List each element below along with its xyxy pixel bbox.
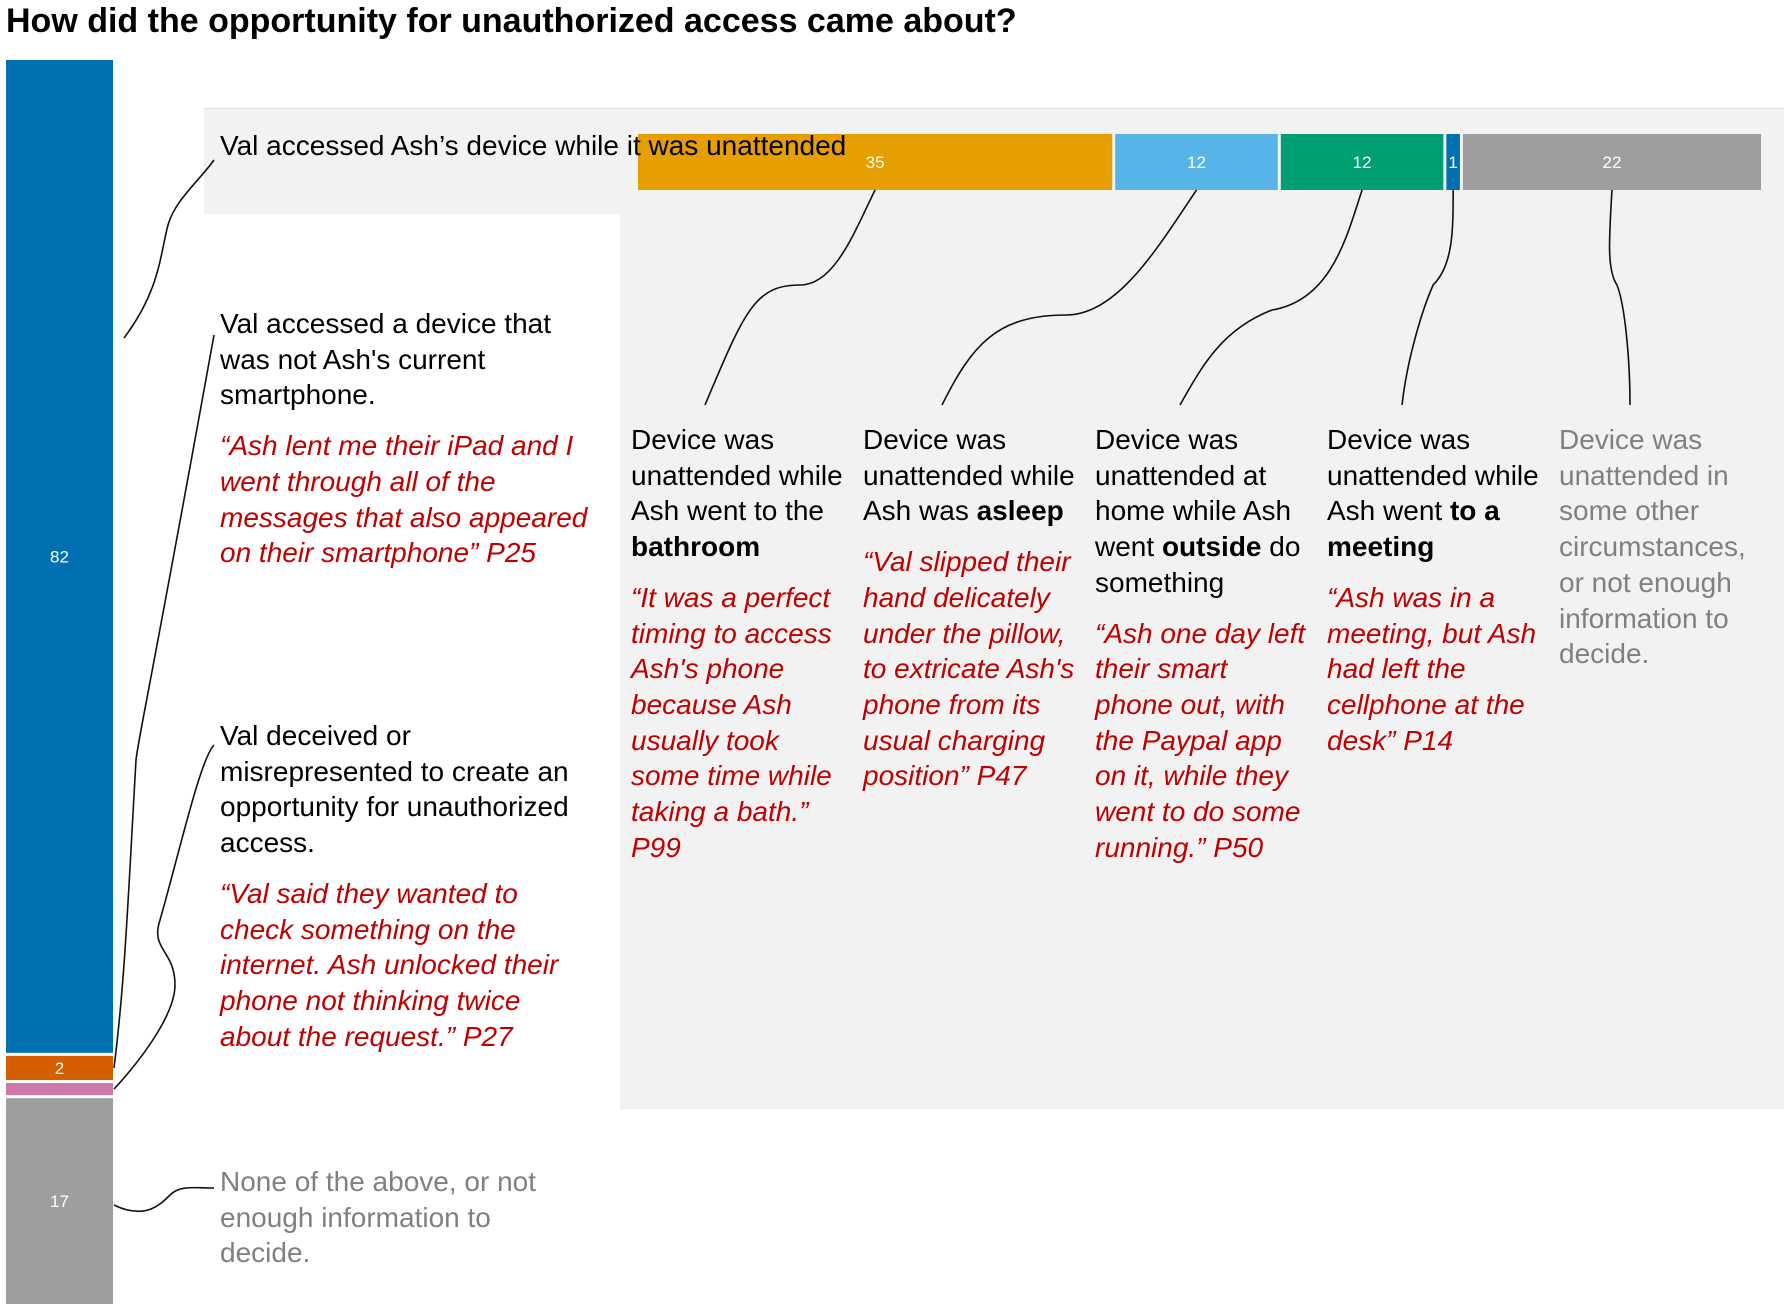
subcategory-asleep-bold: asleep [976, 495, 1064, 527]
vertical-bar-segment-3 [6, 1098, 113, 1304]
subcategory-outside-post: do something [1095, 531, 1301, 598]
subcategory-asleep: Device was unattended while Ash was asle… [863, 422, 1078, 794]
horizontal-bar-label-1: 12 [1187, 153, 1206, 172]
subcategory-meeting: Device was unattended while Ash went to … [1327, 422, 1542, 758]
category-connector-3 [113, 1186, 215, 1213]
horizontal-bar-label-0: 35 [866, 153, 885, 172]
chart-title: How did the opportunity for unauthorized… [6, 2, 1017, 40]
subcategory-bathroom-bold: bathroom [631, 531, 761, 563]
subcategory-bathroom-pre: Device was unattended while Ash went to … [631, 424, 843, 527]
vertical-bar-segment-0 [6, 60, 113, 1053]
category-label-unattended: Val accessed Ash’s device while it was u… [220, 130, 847, 161]
horizontal-bar-segment-4 [1462, 134, 1761, 190]
horizontal-bar-label-2: 12 [1353, 153, 1372, 172]
vertical-bar-label-0: 82 [50, 547, 69, 566]
subcategory-asleep-pre: Device was unattended while Ash was [863, 424, 1075, 527]
category-connector-2 [113, 744, 215, 1090]
subcategory-outside-pre: Device was unattended at home while Ash … [1095, 424, 1292, 563]
vertical-bar-segment-2 [6, 1083, 113, 1096]
horizontal-bar-segment-0 [638, 134, 1113, 190]
subcategory-connector-1 [941, 189, 1198, 406]
subcategory-other: Device was unattended in some other circ… [1559, 424, 1746, 670]
subcategory-meeting-bold: to a meeting [1327, 495, 1500, 563]
category-connector-0 [123, 159, 215, 339]
horizontal-bar-segment-3 [1446, 134, 1460, 190]
subcategory-connector-3 [1401, 189, 1454, 406]
horizontal-bar-segment-2 [1280, 134, 1444, 190]
vertical-bar-label-1: 2 [55, 1059, 64, 1078]
subcategory-outside-bold: outside [1161, 531, 1262, 563]
quote-p14: “Ash was in a meeting, but Ash had left … [1327, 581, 1537, 756]
quote-p27: “Val said they wanted to check something… [220, 877, 559, 1052]
subcategory-connector-0 [704, 189, 876, 406]
quote-p47: “Val slipped their hand delicately under… [863, 546, 1075, 792]
category-label-deceived-text: Val deceived or misrepresented to create… [220, 720, 569, 859]
category-label-deceived: Val deceived or misrepresented to create… [220, 718, 595, 1054]
category-label-none: None of the above, or not enough informa… [220, 1166, 536, 1269]
vertical-bar-segment-1 [6, 1055, 113, 1081]
horizontal-bar-label-4: 22 [1603, 153, 1622, 172]
panel-cutout [204, 214, 620, 1114]
category-connector-1 [113, 334, 215, 1069]
subcategory-outside: Device was unattended at home while Ash … [1095, 422, 1310, 865]
subcategory-connector-4 [1608, 189, 1631, 406]
horizontal-bar-segment-1 [1115, 134, 1278, 190]
subcategory-bathroom: Device was unattended while Ash went to … [631, 422, 846, 865]
vertical-bar-label-3: 17 [50, 1192, 69, 1211]
horizontal-bar-label-3: 1 [1448, 153, 1457, 172]
category-label-other-device: Val accessed a device that was not Ash's… [220, 306, 600, 571]
quote-p25: “Ash lent me their iPad and I went throu… [220, 430, 588, 569]
subcategory-meeting-pre: Device was unattended while Ash went [1327, 424, 1539, 527]
category-label-other-device-text: Val accessed a device that was not Ash's… [220, 308, 552, 411]
subcategory-connector-2 [1179, 189, 1363, 406]
quote-p99: “It was a perfect timing to access Ash's… [631, 581, 832, 863]
quote-p50: “Ash one day left their smart phone out,… [1095, 617, 1306, 863]
